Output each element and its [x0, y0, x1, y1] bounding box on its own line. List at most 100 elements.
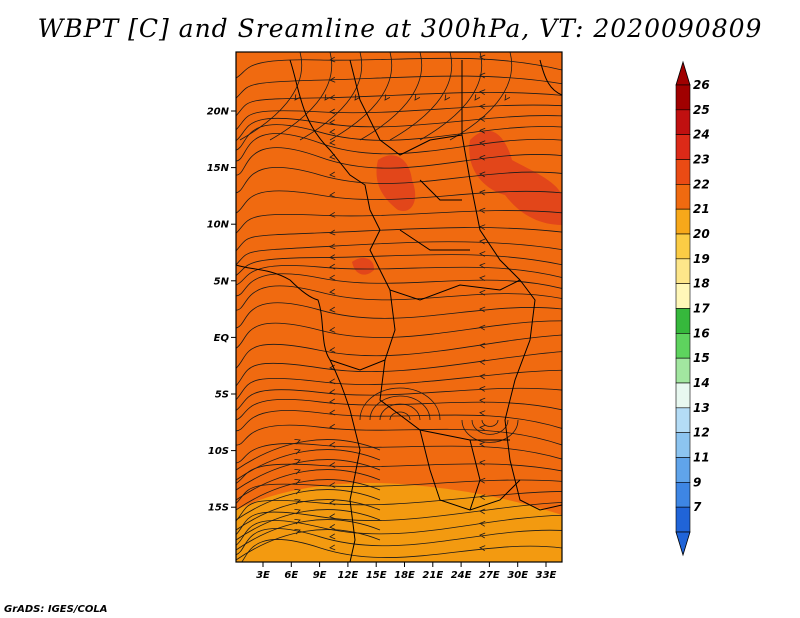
streamline-arrow [329, 274, 336, 281]
streamline-arrow [329, 499, 336, 506]
streamline-arrow [294, 478, 301, 485]
streamline-arrow [329, 347, 336, 353]
streamline-arrow [294, 508, 301, 515]
streamline [236, 491, 562, 522]
streamline [241, 539, 562, 562]
colorbar-box [675, 283, 691, 309]
colorbar-label: 21 [693, 202, 710, 216]
streamline-arrow [329, 119, 336, 126]
streamline [236, 334, 562, 369]
streamline [236, 479, 381, 511]
streamline [236, 398, 562, 421]
streamline-arrow [479, 262, 486, 269]
colorbar-box [675, 159, 691, 185]
streamline-arrow [479, 397, 486, 404]
streamline-arrow [294, 518, 301, 525]
streamline-arrow [479, 189, 486, 196]
streamline-arrow [294, 438, 301, 445]
streamline [236, 124, 562, 151]
colorbar-label: 20 [693, 227, 710, 241]
lon-tick-label: 30E [507, 570, 528, 581]
lon-tick-label: 21E [422, 570, 443, 581]
colorbar-box [675, 506, 691, 533]
streamline-arrow [329, 306, 336, 313]
streamline-arrow [354, 94, 361, 101]
streamline-arrow [329, 128, 336, 135]
colorbar-label: 23 [693, 153, 710, 167]
lon-tick-label: 33E [536, 570, 557, 581]
streamline-arrow [414, 94, 421, 101]
streamline-arrow [479, 441, 486, 448]
longitude-axis: 3E 6E 9E 12E 15E 18E 21E 24E 27E 30E 33E [256, 562, 557, 581]
streamline [379, 403, 421, 421]
colorbar-boxes [675, 84, 691, 533]
streamline-arrow [329, 139, 336, 146]
streamline-arrow [329, 423, 336, 430]
lat-tick-label: 15N [207, 163, 230, 174]
colorbar-label: 19 [693, 252, 710, 266]
streamline [236, 351, 562, 387]
lat-tick-label: 10S [208, 446, 229, 457]
streamline-arrow [329, 254, 336, 260]
streamline-arrow [329, 94, 336, 101]
lon-tick-label: 9E [313, 570, 327, 581]
streamline-arrow [329, 211, 336, 218]
streamline [389, 52, 452, 141]
streamlines [236, 52, 562, 562]
streamline-arrow [479, 373, 486, 380]
streamline-arrow [294, 528, 301, 535]
colorbar-label: 16 [693, 326, 710, 340]
colorbar-box [675, 258, 691, 284]
colorbar-label: 18 [693, 277, 710, 291]
streamline [369, 395, 431, 421]
colorbar-label: 26 [693, 78, 710, 92]
streamline-arrow [329, 263, 336, 270]
streamline [461, 419, 519, 443]
streamline-arrow [479, 127, 486, 134]
colorbar-box [675, 84, 691, 111]
streamline [236, 104, 562, 131]
lat-tick-label: 5S [215, 390, 229, 401]
field-background [236, 52, 562, 562]
streamline-arrow [294, 448, 301, 455]
streamline-arrow [479, 275, 486, 282]
streamline-arrow [479, 494, 486, 501]
colorbar-bottom-arrow [675, 531, 691, 557]
streamline [236, 499, 381, 531]
colorbar-box [675, 184, 691, 210]
colorbar-label: 11 [693, 451, 710, 465]
lat-tick-label: 20N [207, 107, 230, 118]
streamline-arrow [329, 441, 336, 448]
streamline-arrow [479, 103, 486, 110]
streamline-arrow [479, 238, 486, 245]
streamline-arrow [479, 410, 486, 417]
streamline-arrow [329, 153, 336, 160]
streamline [236, 443, 562, 464]
streamline [236, 387, 562, 411]
streamline [236, 241, 562, 266]
streamline [471, 419, 509, 435]
streamline-arrow [479, 532, 486, 539]
streamline [236, 459, 381, 491]
grads-credit: GrADS: IGES/COLA [4, 604, 108, 615]
streamline-arrow [329, 409, 336, 416]
streamline [236, 489, 381, 521]
streamline-arrow [479, 154, 486, 161]
streamline-arrow [479, 520, 486, 527]
colorbar-label: 22 [693, 177, 710, 191]
streamline-arrow [294, 458, 301, 465]
colorbar-box [675, 407, 691, 433]
streamline-arrow [329, 171, 336, 178]
streamline-arrow [479, 508, 486, 515]
streamline [239, 52, 302, 141]
warm-patch-northeast [469, 130, 562, 225]
colorbar-label: 15 [693, 351, 710, 365]
lon-tick-label: 15E [366, 570, 387, 581]
colorbar-box [675, 432, 691, 458]
colorbar-box [675, 357, 691, 384]
colorbar-label: 13 [693, 401, 710, 415]
streamline [236, 302, 562, 329]
streamline-arrow [479, 224, 486, 231]
lat-tick-label: 10N [207, 220, 230, 231]
